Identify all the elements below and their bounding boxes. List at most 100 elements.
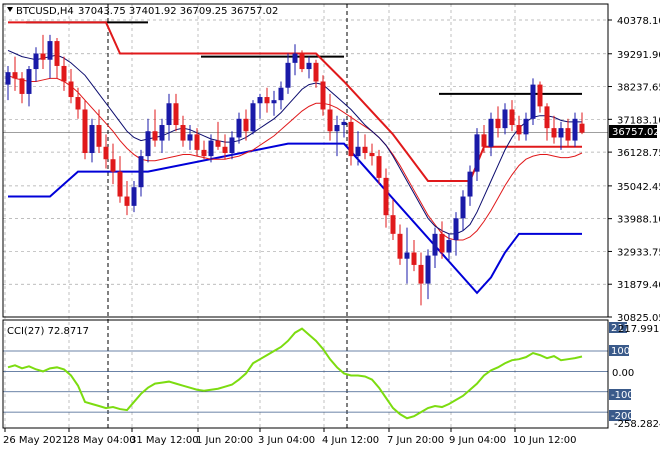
bear-candle[interactable] <box>12 72 18 79</box>
bear-candle[interactable] <box>243 118 249 132</box>
bull-candle[interactable] <box>187 134 193 141</box>
bull-candle[interactable] <box>26 69 32 94</box>
time-tick-label: 3 Jun 04:00 <box>258 435 315 446</box>
bear-candle[interactable] <box>481 134 487 147</box>
cci-top-badge-label: 217 <box>611 323 630 334</box>
bear-candle[interactable] <box>40 53 46 60</box>
price-tick-label: 31879.40 <box>617 280 660 291</box>
bull-candle[interactable] <box>89 125 95 154</box>
bear-candle[interactable] <box>320 81 326 110</box>
bull-candle[interactable] <box>138 156 144 188</box>
bull-candle[interactable] <box>530 84 536 119</box>
bear-candle[interactable] <box>411 252 417 265</box>
bull-candle[interactable] <box>460 196 466 219</box>
bear-candle[interactable] <box>299 53 305 70</box>
bull-candle[interactable] <box>572 118 578 141</box>
bull-candle[interactable] <box>432 233 438 256</box>
bull-candle[interactable] <box>306 62 312 70</box>
bear-candle[interactable] <box>54 41 60 66</box>
price-tick-label: 37183.10 <box>617 115 660 126</box>
bear-candle[interactable] <box>313 62 319 82</box>
bear-candle[interactable] <box>348 121 354 157</box>
bear-candle[interactable] <box>544 106 550 129</box>
bull-candle[interactable] <box>229 137 235 154</box>
bear-candle[interactable] <box>117 171 123 197</box>
bull-candle[interactable] <box>278 87 284 101</box>
bull-candle[interactable] <box>250 103 256 132</box>
bear-candle[interactable] <box>537 84 543 107</box>
bull-candle[interactable] <box>355 146 361 157</box>
bear-candle[interactable] <box>397 233 403 259</box>
bull-candle[interactable] <box>47 41 53 60</box>
bull-candle[interactable] <box>474 134 480 172</box>
bull-candle[interactable] <box>558 128 564 138</box>
moving-averages <box>7 49 583 241</box>
cci-top-badge <box>609 322 627 333</box>
bull-candle[interactable] <box>341 121 347 126</box>
bear-candle[interactable] <box>418 264 424 284</box>
time-tick-label: 1 Jun 20:00 <box>196 435 253 446</box>
bear-candle[interactable] <box>82 109 88 154</box>
bull-candle[interactable] <box>502 109 508 129</box>
price-tick-label: 32933.75 <box>617 247 660 258</box>
bear-candle[interactable] <box>215 140 221 147</box>
bull-candle[interactable] <box>285 62 291 88</box>
bear-candle[interactable] <box>390 215 396 234</box>
bear-candle[interactable] <box>68 81 74 98</box>
bull-candle[interactable] <box>446 240 452 253</box>
bear-candle[interactable] <box>75 97 81 110</box>
cci-axis: 217 217.9915 -200 -258.2824 100 0.00 -10… <box>609 322 660 430</box>
bear-candle[interactable] <box>61 65 67 82</box>
symbol-dropdown-icon[interactable] <box>7 7 13 12</box>
bull-candle[interactable] <box>236 118 242 138</box>
bull-candle[interactable] <box>208 140 214 157</box>
cci-level-minus100: -100 <box>611 390 634 401</box>
bear-candle[interactable] <box>565 128 571 141</box>
bear-candle[interactable] <box>103 146 109 160</box>
bear-candle[interactable] <box>383 177 389 216</box>
bull-candle[interactable] <box>453 218 459 241</box>
candles[interactable] <box>5 34 585 306</box>
bull-candle[interactable] <box>292 53 298 63</box>
bull-candle[interactable] <box>159 125 165 141</box>
bear-candle[interactable] <box>222 146 228 154</box>
bull-candle[interactable] <box>425 255 431 284</box>
bear-candle[interactable] <box>376 156 382 178</box>
price-tick-label: 30825.05 <box>617 313 660 324</box>
bear-candle[interactable] <box>152 131 158 141</box>
bear-candle[interactable] <box>439 233 445 253</box>
bear-candle[interactable] <box>369 153 375 157</box>
bear-candle[interactable] <box>495 118 501 129</box>
bull-candle[interactable] <box>33 53 39 70</box>
bear-candle[interactable] <box>551 128 557 138</box>
bear-candle[interactable] <box>124 196 130 206</box>
bear-candle[interactable] <box>96 125 102 147</box>
bear-candle[interactable] <box>579 123 585 133</box>
bull-candle[interactable] <box>334 125 340 132</box>
bull-candle[interactable] <box>131 187 137 206</box>
bear-candle[interactable] <box>201 149 207 157</box>
time-tick-label: 10 Jun 12:00 <box>513 435 577 446</box>
bull-candle[interactable] <box>523 118 529 135</box>
bull-candle[interactable] <box>166 103 172 126</box>
bear-candle[interactable] <box>516 125 522 135</box>
bull-candle[interactable] <box>257 97 263 104</box>
bull-candle[interactable] <box>145 131 151 157</box>
bear-candle[interactable] <box>362 146 368 154</box>
bull-candle[interactable] <box>271 100 277 104</box>
bull-candle[interactable] <box>467 171 473 197</box>
bear-candle[interactable] <box>264 97 270 104</box>
bull-candle[interactable] <box>404 252 410 259</box>
bear-candle[interactable] <box>194 134 200 150</box>
bear-candle[interactable] <box>110 159 116 172</box>
bear-candle[interactable] <box>180 125 186 141</box>
bear-candle[interactable] <box>509 109 515 126</box>
bear-candle[interactable] <box>173 103 179 126</box>
bull-candle[interactable] <box>488 118 494 147</box>
bear-candle[interactable] <box>19 78 25 94</box>
bear-candle[interactable] <box>327 109 333 132</box>
time-tick-label: 31 May 12:00 <box>130 435 199 446</box>
bull-candle[interactable] <box>5 72 11 85</box>
